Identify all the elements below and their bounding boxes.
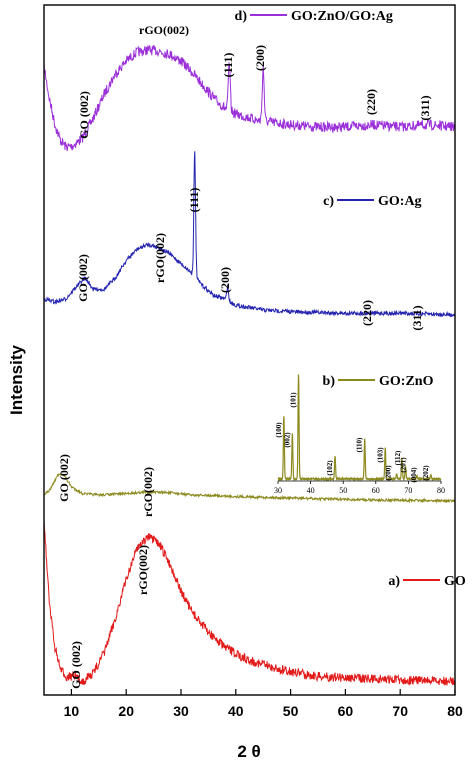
series-line-0 [43, 44, 456, 152]
x-tick-label: 70 [392, 703, 408, 719]
inset-peak-label: (103) [376, 447, 384, 463]
peak-labels-layer: GO (002) rGO(002) (111) (200) (220) (311) GO (… [57, 23, 432, 689]
inset-peak-label: (112) [394, 450, 402, 465]
inset-peak-label: (201) [399, 457, 407, 473]
series-line-3 [43, 518, 456, 686]
peak-label: (220) [360, 300, 374, 326]
plot-frame [43, 4, 456, 696]
peak-label: (311) [418, 95, 432, 120]
legend-letter: a) [388, 574, 400, 589]
inset-peak-label: (202) [422, 465, 430, 481]
x-tick-label: 80 [447, 703, 463, 719]
peak-label: (200) [253, 45, 267, 71]
legend-letter: b) [323, 374, 336, 389]
x-tick-label: 30 [173, 703, 189, 719]
traces-layer [43, 44, 456, 686]
legend-letter: c) [323, 194, 334, 209]
peak-label: rGO(002) [141, 467, 155, 517]
peak-label: (220) [364, 89, 378, 115]
inset-peak-label: (101) [290, 392, 298, 408]
inset-tick-label: 50 [339, 486, 347, 495]
peak-label: GO (002) [76, 254, 90, 302]
inset-tick-label: 60 [372, 486, 380, 495]
inset-peak-label: (002) [283, 432, 291, 448]
legend-entry: GO:ZnO [379, 374, 434, 389]
peak-label: (111) [221, 53, 235, 78]
x-tick-label: 50 [283, 703, 299, 719]
inset-tick-label: 70 [404, 486, 412, 495]
zno-inset: 30 40 50 60 70 80 (100)(002) (101) (102) (110) (10… [274, 374, 445, 495]
peak-label: rGO(002) [136, 545, 150, 595]
x-axis-label: 2 θ [237, 742, 260, 761]
peak-label: (200) [218, 267, 232, 293]
x-tick-label: 60 [338, 703, 354, 719]
inset-tick-label: 30 [274, 486, 282, 495]
x-axis-ticks: 10 20 30 40 50 60 70 80 [64, 689, 463, 719]
inset-peak-label: (102) [326, 460, 334, 476]
peak-label: GO (002) [57, 454, 71, 502]
x-tick-label: 10 [64, 703, 80, 719]
peak-label: rGO(002) [139, 23, 189, 37]
inset-peak-label: (110) [356, 437, 364, 452]
series-line-2 [43, 472, 456, 504]
inset-peak-label: (100) [275, 422, 283, 438]
x-tick-label: 40 [228, 703, 244, 719]
legend-entry: GO:ZnO/GO:Ag [291, 9, 393, 24]
y-axis-label: Intensity [7, 345, 26, 415]
inset-peak-label: (004) [410, 467, 418, 483]
inset-tick-label: 40 [307, 486, 315, 495]
peak-label: GO (002) [69, 641, 83, 689]
peak-label: GO (002) [77, 91, 91, 139]
inset-tick-label: 80 [437, 486, 445, 495]
x-tick-label: 20 [118, 703, 134, 719]
peak-label: (111) [187, 188, 201, 213]
legend-entry: GO:Ag [378, 194, 422, 209]
legend-letter: d) [235, 9, 248, 24]
inset-line [277, 374, 442, 482]
peak-label: rGO(002) [153, 233, 167, 283]
series-line-1 [43, 151, 456, 318]
peak-label: (311) [410, 305, 424, 330]
inset-peak-label: (200) [385, 465, 393, 481]
